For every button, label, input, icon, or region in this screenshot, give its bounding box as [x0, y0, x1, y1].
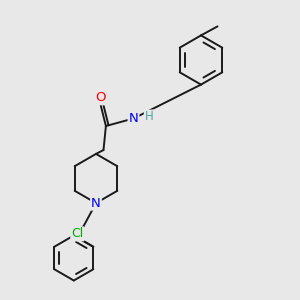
Text: O: O	[95, 91, 106, 104]
Text: N: N	[91, 196, 101, 210]
Text: Cl: Cl	[71, 227, 83, 240]
Text: N: N	[129, 112, 138, 125]
Text: H: H	[145, 110, 154, 124]
